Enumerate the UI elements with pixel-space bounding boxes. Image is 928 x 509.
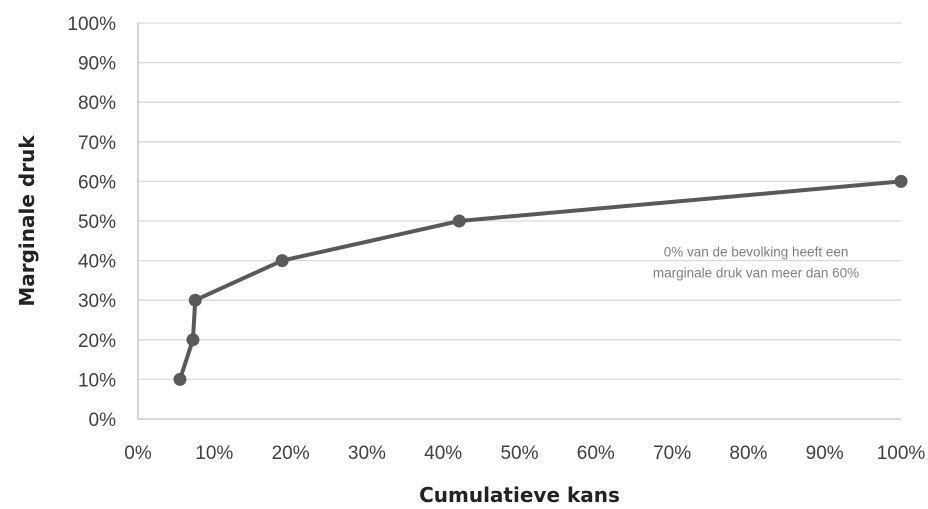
y-tick-labels: 0% 10% 20% 30% 40% 50% 60% 70% 80% 90% 100% [67, 14, 116, 431]
data-point [275, 254, 289, 268]
data-point [186, 333, 200, 347]
y-tick-label: 50% [78, 212, 116, 233]
axes [137, 23, 901, 420]
data-point [188, 293, 202, 307]
x-tick-label: 60% [577, 443, 615, 464]
y-tick-label: 80% [78, 93, 116, 114]
series-line [177, 179, 903, 382]
y-tick-label: 30% [78, 291, 116, 312]
y-tick-label: 0% [89, 410, 117, 431]
y-tick-label: 60% [78, 172, 116, 193]
data-point [452, 214, 466, 228]
annotation-text: 0% van de bevolking heeft een marginale d… [653, 245, 859, 281]
x-tick-label: 50% [500, 443, 538, 464]
data-point [173, 372, 187, 386]
x-tick-label: 100% [877, 443, 926, 464]
x-tick-label: 30% [348, 443, 386, 464]
annotation-line: 0% van de bevolking heeft een [664, 245, 849, 260]
x-tick-label: 20% [272, 443, 310, 464]
x-tick-label: 40% [424, 443, 462, 464]
x-tick-label: 90% [806, 443, 844, 464]
y-axis-title: Marginale druk [15, 135, 39, 307]
y-tick-label: 20% [78, 331, 116, 352]
y-tick-label: 40% [78, 252, 116, 273]
y-tick-label: 10% [78, 370, 116, 391]
data-point [894, 174, 908, 188]
x-tick-label: 10% [195, 443, 233, 464]
grid [138, 22, 901, 381]
series-layer [173, 174, 908, 386]
x-tick-label: 70% [653, 443, 691, 464]
y-tick-label: 90% [78, 54, 116, 75]
x-tick-label: 80% [729, 443, 767, 464]
x-tick-label: 0% [124, 443, 152, 464]
x-axis-title: Cumulatieve kans [419, 483, 620, 507]
y-tick-label: 70% [78, 133, 116, 154]
annotation-layer: 0% van de bevolking heeft een marginale d… [653, 245, 859, 281]
y-tick-label: 100% [67, 14, 116, 35]
annotation-line: marginale druk van meer dan 60% [653, 266, 859, 281]
x-tick-labels: 0% 10% 20% 30% 40% 50% 60% 70% 80% 90% 100% [124, 443, 925, 464]
